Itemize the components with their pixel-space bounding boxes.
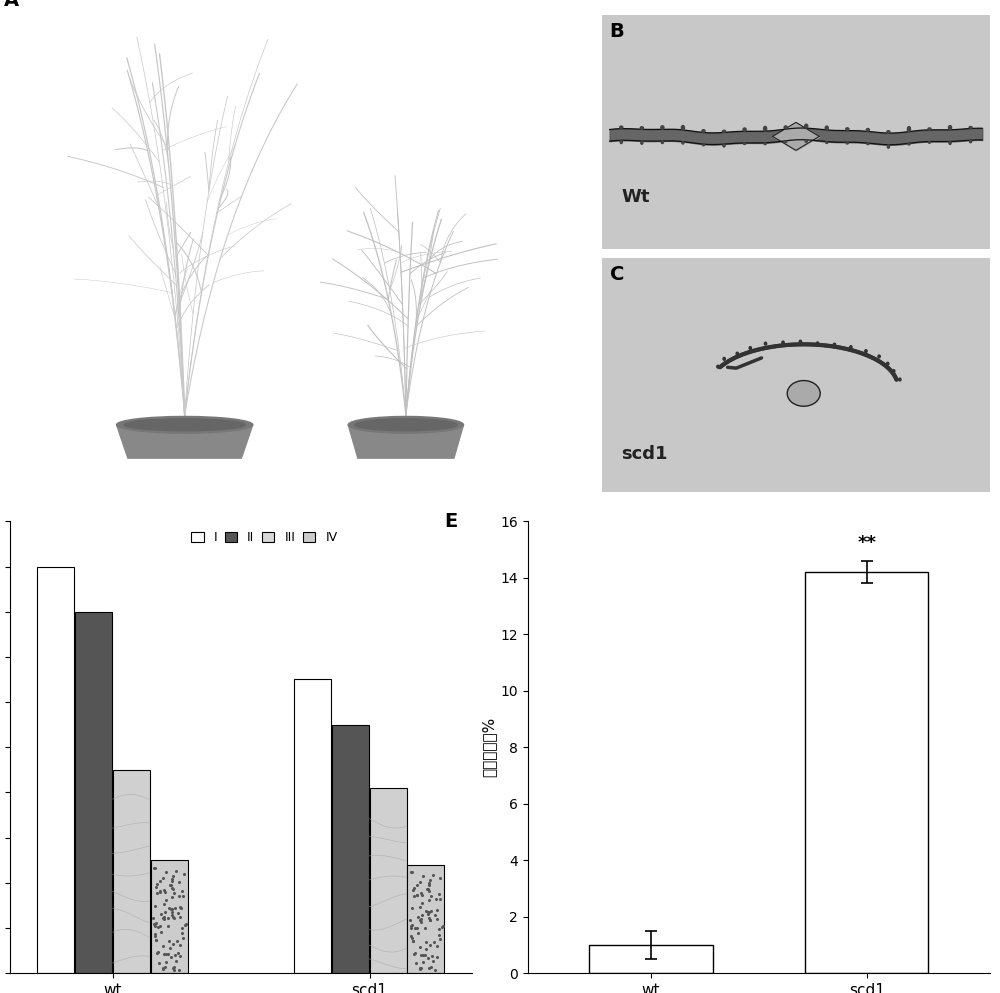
Bar — [113, 770, 150, 973]
Ellipse shape — [928, 128, 931, 130]
Bar — [332, 725, 369, 973]
Ellipse shape — [908, 143, 910, 145]
Ellipse shape — [782, 342, 784, 344]
Ellipse shape — [620, 126, 623, 129]
Ellipse shape — [640, 127, 643, 129]
Ellipse shape — [787, 380, 820, 406]
Ellipse shape — [641, 141, 643, 144]
Bar — [294, 679, 331, 973]
Text: Wt: Wt — [621, 189, 650, 207]
Ellipse shape — [743, 128, 746, 131]
Ellipse shape — [723, 357, 725, 360]
Bar — [151, 860, 188, 973]
Polygon shape — [348, 425, 464, 458]
Ellipse shape — [899, 378, 901, 381]
Ellipse shape — [928, 142, 931, 143]
Ellipse shape — [348, 416, 464, 433]
Ellipse shape — [850, 346, 852, 349]
Bar — [370, 787, 407, 973]
Ellipse shape — [867, 143, 869, 145]
Legend: I, II, III, IV: I, II, III, IV — [187, 527, 341, 548]
Y-axis label: 叶片卷曲度%: 叶片卷曲度% — [481, 717, 496, 778]
Text: E: E — [445, 512, 458, 531]
Bar — [75, 612, 112, 973]
Ellipse shape — [893, 369, 895, 372]
Ellipse shape — [749, 347, 751, 350]
Ellipse shape — [117, 416, 253, 433]
Bar — [589, 945, 713, 973]
Ellipse shape — [878, 355, 880, 357]
Ellipse shape — [816, 342, 819, 345]
Ellipse shape — [887, 145, 889, 148]
Text: C: C — [610, 265, 624, 284]
Text: B: B — [610, 22, 624, 41]
Bar — [37, 566, 74, 973]
Ellipse shape — [907, 126, 911, 132]
Bar — [805, 572, 928, 973]
Ellipse shape — [124, 419, 245, 431]
Ellipse shape — [620, 140, 622, 144]
Ellipse shape — [736, 353, 738, 355]
Ellipse shape — [764, 343, 767, 345]
Ellipse shape — [702, 130, 705, 132]
Ellipse shape — [784, 126, 787, 129]
Ellipse shape — [833, 344, 836, 346]
Text: A: A — [4, 0, 19, 10]
Ellipse shape — [702, 144, 705, 146]
Ellipse shape — [865, 350, 867, 353]
Text: Wt: Wt — [174, 465, 195, 480]
Text: **: ** — [857, 534, 876, 552]
Ellipse shape — [846, 128, 849, 130]
Ellipse shape — [948, 126, 952, 130]
Ellipse shape — [970, 140, 972, 143]
Ellipse shape — [949, 141, 951, 144]
Text: scd1: scd1 — [621, 446, 668, 464]
Ellipse shape — [722, 130, 726, 132]
Ellipse shape — [825, 126, 828, 130]
Ellipse shape — [764, 126, 767, 131]
Ellipse shape — [969, 126, 972, 128]
Ellipse shape — [723, 144, 725, 147]
Ellipse shape — [785, 141, 787, 143]
Ellipse shape — [887, 131, 890, 133]
Ellipse shape — [799, 341, 802, 343]
Ellipse shape — [717, 365, 719, 368]
Polygon shape — [117, 425, 253, 458]
Ellipse shape — [764, 143, 766, 145]
Ellipse shape — [681, 125, 684, 130]
Ellipse shape — [661, 126, 664, 129]
Ellipse shape — [805, 124, 808, 128]
Ellipse shape — [661, 141, 663, 144]
Ellipse shape — [355, 419, 457, 431]
Ellipse shape — [826, 142, 828, 143]
Ellipse shape — [846, 142, 848, 144]
Ellipse shape — [887, 362, 889, 365]
Ellipse shape — [743, 143, 746, 144]
Text: scd1: scd1 — [388, 465, 424, 480]
Ellipse shape — [866, 128, 869, 131]
Bar — [407, 865, 444, 973]
Ellipse shape — [682, 142, 684, 144]
Ellipse shape — [805, 140, 807, 142]
